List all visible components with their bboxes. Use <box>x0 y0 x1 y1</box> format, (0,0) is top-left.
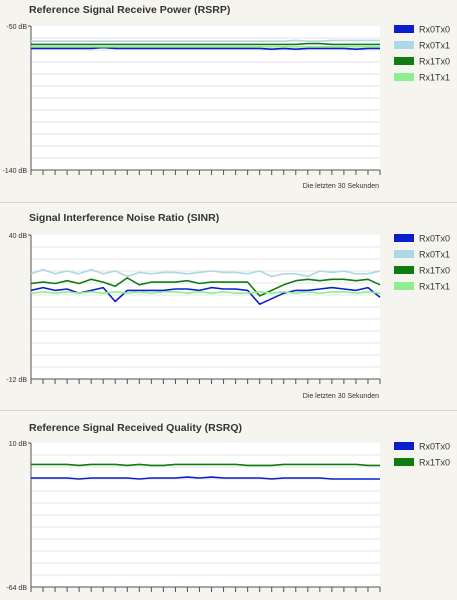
legend-label-rx0tx0: Rx0Tx0 <box>419 25 450 35</box>
series-line-rx0tx1 <box>30 268 381 278</box>
series-line-rx1tx0 <box>31 463 380 467</box>
legend-swatch-rx1tx0 <box>394 57 414 65</box>
legend-label-rx0tx0: Rx0Tx0 <box>419 234 450 244</box>
legend-label-rx1tx0: Rx1Tx0 <box>419 57 450 67</box>
y-label-bottom: -64 dB <box>6 585 27 592</box>
rsrq-title: Reference Signal Received Quality (RSRQ) <box>29 422 242 434</box>
legend-swatch-rx0tx0 <box>394 234 414 242</box>
rsrp-title: Reference Signal Receive Power (RSRP) <box>29 4 231 16</box>
legend-label-rx0tx1: Rx0Tx1 <box>419 41 450 51</box>
legend-swatch-rx0tx1 <box>394 41 414 49</box>
legend-label-rx1tx1: Rx1Tx1 <box>419 73 450 83</box>
y-label-bottom: -12 dB <box>6 377 27 384</box>
series-line-rx0tx0 <box>30 286 381 305</box>
y-label-bottom: -140 dB <box>2 168 27 175</box>
series-line-rx1tx0 <box>30 277 381 297</box>
x-caption: Die letzten 30 Sekunden <box>303 183 379 190</box>
legend-swatch-rx1tx1 <box>394 282 414 290</box>
series-line-rx0tx0 <box>31 476 380 480</box>
legend-swatch-rx0tx0 <box>394 442 414 450</box>
y-label-top: 40 dB <box>9 233 28 240</box>
legend-label-rx1tx0: Rx1Tx0 <box>419 266 450 276</box>
legend-label-rx0tx1: Rx0Tx1 <box>419 250 450 260</box>
series-line-rx0tx0 <box>31 46 380 51</box>
legend-label-rx1tx0: Rx1Tx0 <box>419 458 450 468</box>
x-caption: Die letzten 30 Sekunden <box>303 393 379 400</box>
legend-label-rx0tx0: Rx0Tx0 <box>419 442 450 452</box>
legend-swatch-rx1tx0 <box>394 458 414 466</box>
legend-swatch-rx0tx0 <box>394 25 414 33</box>
sinr-panel: Signal Interference Noise Ratio (SINR) 4… <box>0 205 457 405</box>
legend-swatch-rx1tx0 <box>394 266 414 274</box>
legend-label-rx1tx1: Rx1Tx1 <box>419 282 450 292</box>
legend-swatch-rx0tx1 <box>394 250 414 258</box>
legend-swatch-rx1tx1 <box>394 73 414 81</box>
y-label-top: 10 dB <box>9 441 28 448</box>
rsrq-panel: Reference Signal Received Quality (RSRQ)… <box>0 413 457 600</box>
series-line-rx0tx1 <box>31 39 380 43</box>
series-line-rx1tx1 <box>30 291 381 294</box>
sinr-chart: 40 dB -12 dB Die letzten 30 Sekunden Rx0Tx0… <box>6 233 450 400</box>
rsrp-panel: Reference Signal Receive Power (RSRP) -5… <box>0 0 457 200</box>
rsrp-chart: -50 dB -140 dB Die letzten 30 Sekunden Rx0T… <box>2 24 450 190</box>
rsrq-chart: 10 dB -64 dB Rx0Tx0 Rx1Tx0 <box>6 441 450 592</box>
divider-2 <box>0 410 457 411</box>
divider-1 <box>0 202 457 203</box>
y-label-top: -50 dB <box>6 24 27 31</box>
sinr-title: Signal Interference Noise Ratio (SINR) <box>29 212 220 224</box>
series-line-rx1tx0 <box>31 42 380 46</box>
